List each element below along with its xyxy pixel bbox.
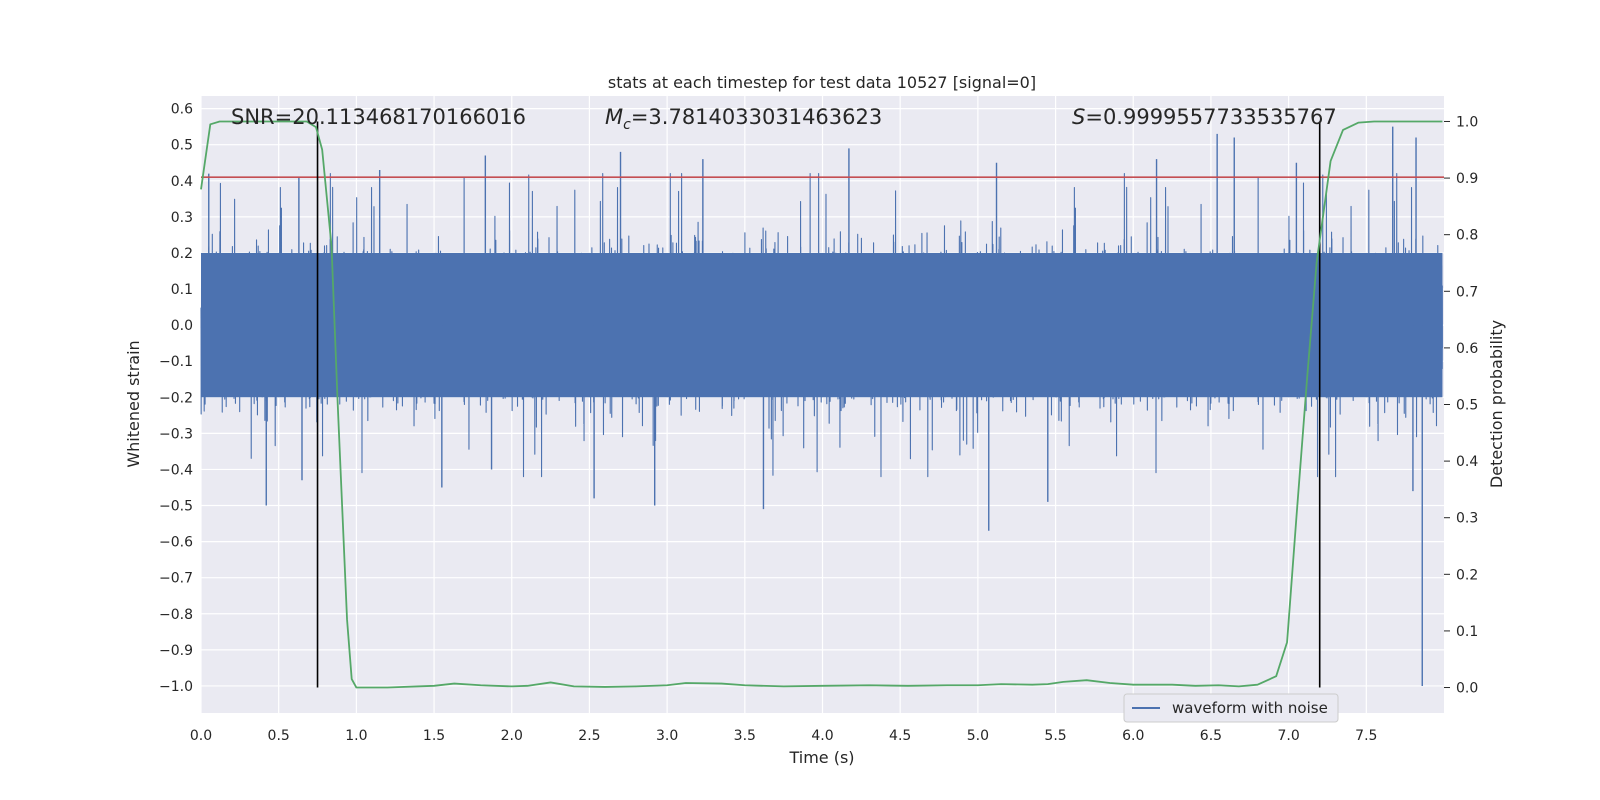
mc-annotation: Mc=3.7814033031463623	[605, 105, 882, 133]
x-tick-label-6: 3.0	[656, 728, 678, 744]
x-tick-label-11: 5.5	[1044, 728, 1066, 744]
y2-ticks: 0.0 0.1 0.2 0.3 0.4 0.5 0.6 0.7 0.8 0.9 1.0	[1444, 114, 1478, 697]
y-tick-label-13: 0.3	[171, 210, 193, 226]
y-axis-label: Whitened strain	[124, 340, 143, 467]
mc-value: =3.7814033031463623	[631, 105, 882, 129]
legend-box	[1123, 693, 1339, 723]
x-tick-label-9: 4.5	[889, 728, 911, 744]
y2-tick-label-3: 0.3	[1456, 511, 1478, 527]
x-tick-label-3: 1.5	[423, 728, 445, 744]
x-axis-label: Time (s)	[788, 748, 854, 767]
x-ticks: 0.0 0.5 1.0 1.5 2.0 2.5 3.0 3.5 4.0 4.5 5.0 5.5 6.0 6…	[190, 728, 1378, 744]
x-tick-label-4: 2.0	[501, 728, 523, 744]
snr-annotation: SNR=20.113468170166016	[231, 105, 526, 129]
y2-tick-label-2: 0.2	[1456, 567, 1478, 583]
y-tick-label-4: −0.6	[159, 535, 193, 551]
y2-tick-label-9: 0.9	[1456, 171, 1478, 187]
y-tick-label-9: −0.1	[159, 354, 193, 370]
legend: waveform with noise	[1123, 693, 1339, 723]
y-tick-label-2: −0.8	[159, 607, 193, 623]
x-tick-label-2: 1.0	[345, 728, 367, 744]
y-tick-label-14: 0.4	[171, 174, 193, 190]
probability-line	[200, 120, 1443, 689]
s-annotation: S=0.9999557733535767	[1072, 105, 1337, 129]
x-tick-label-13: 6.5	[1200, 728, 1222, 744]
y-tick-label-11: 0.1	[171, 282, 193, 298]
probability-series	[200, 120, 1443, 689]
x-tick-label-10: 5.0	[967, 728, 989, 744]
y-tick-label-0: −1.0	[159, 679, 193, 695]
mc-subscript: c	[623, 117, 631, 133]
y2-tick-label-7: 0.7	[1456, 284, 1478, 300]
x-tick-label-1: 0.5	[268, 728, 290, 744]
reference-lines	[201, 121, 1444, 688]
y-tick-label-1: −0.9	[159, 643, 193, 659]
x-tick-label-12: 6.0	[1122, 728, 1144, 744]
x-tick-label-8: 4.0	[811, 728, 833, 744]
y-tick-label-10: 0.0	[171, 318, 193, 334]
noise-core-band	[201, 252, 1443, 398]
y-tick-label-16: 0.6	[171, 102, 193, 118]
x-tick-label-15: 7.5	[1355, 728, 1377, 744]
y-tick-label-5: −0.5	[159, 499, 193, 515]
x-tick-label-7: 3.5	[734, 728, 756, 744]
y-ticks: −1.0 −0.9 −0.8 −0.7 −0.6 −0.5 −0.4 −0.3 −0.2 −0.1…	[159, 102, 193, 695]
y-tick-label-12: 0.2	[171, 246, 193, 262]
y2-tick-label-4: 0.4	[1456, 454, 1478, 470]
y2-tick-label-0: 0.0	[1456, 681, 1478, 697]
y2-axis-label: Detection probability	[1487, 320, 1506, 488]
y-tick-label-8: −0.2	[159, 390, 193, 406]
y2-tick-label-6: 0.6	[1456, 341, 1478, 357]
y-tick-label-7: −0.3	[159, 426, 193, 442]
y2-tick-label-5: 0.5	[1456, 398, 1478, 414]
x-tick-label-5: 2.5	[578, 728, 600, 744]
chart-title: stats at each timestep for test data 105…	[608, 73, 1036, 92]
s-symbol: S	[1072, 105, 1085, 129]
y-tick-label-3: −0.7	[159, 571, 193, 587]
mc-symbol: M	[605, 105, 623, 129]
legend-label: waveform with noise	[1172, 699, 1328, 717]
y2-tick-label-1: 0.1	[1456, 624, 1478, 640]
x-tick-label-14: 7.0	[1277, 728, 1299, 744]
y2-tick-label-10: 1.0	[1456, 114, 1478, 130]
x-tick-label-0: 0.0	[190, 728, 212, 744]
y-tick-label-6: −0.4	[159, 462, 193, 478]
y-tick-label-15: 0.5	[171, 138, 193, 154]
y2-tick-label-8: 0.8	[1456, 228, 1478, 244]
s-value: =0.9999557733535767	[1085, 105, 1336, 129]
noise-series	[200, 126, 1443, 686]
